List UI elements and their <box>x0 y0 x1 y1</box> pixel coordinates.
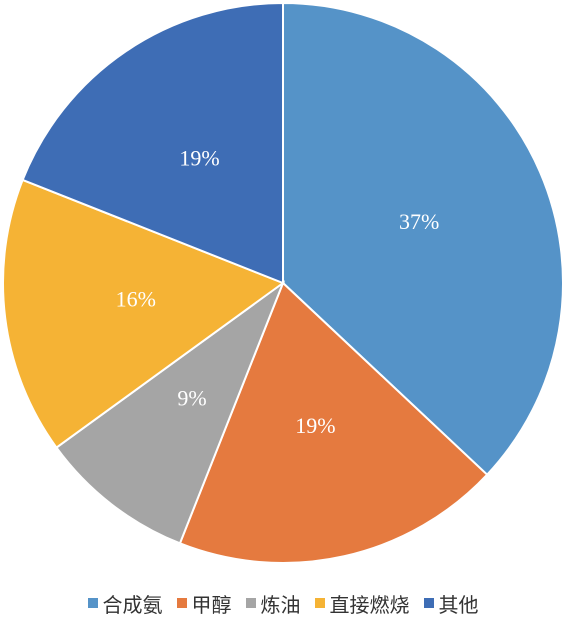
legend-swatch <box>245 598 256 608</box>
pie-slice <box>178 281 489 564</box>
legend: 合成氨 甲醇 炼油 直接燃烧 其他 <box>0 588 566 618</box>
legend-label: 合成氨 <box>102 592 163 617</box>
legend-item: 直接燃烧 <box>314 589 410 618</box>
legend-item: 甲醇 <box>176 589 232 618</box>
legend-item: 合成氨 <box>87 589 163 618</box>
legend-item: 其他 <box>423 589 479 618</box>
legend-swatch <box>87 598 98 608</box>
slice-label: 37% <box>399 209 439 234</box>
legend-swatch <box>176 598 187 608</box>
legend-label: 直接燃烧 <box>329 592 410 617</box>
slice-label: 16% <box>116 287 156 312</box>
chart: 37% 19% 9% 16% 19% <box>2 1 564 564</box>
slice-label: 19% <box>295 413 335 438</box>
slice-label: 19% <box>179 145 219 170</box>
pie-slice <box>282 1 564 477</box>
pie-slice <box>21 1 284 285</box>
slice-label: 9% <box>177 385 206 410</box>
legend-swatch <box>423 598 434 608</box>
legend-label: 其他 <box>438 592 479 617</box>
legend-item: 炼油 <box>245 589 301 618</box>
legend-swatch <box>314 598 325 608</box>
legend-label: 甲醇 <box>191 592 232 617</box>
pie-slice <box>55 280 286 545</box>
pie-slice <box>2 178 286 449</box>
legend-label: 炼油 <box>260 592 301 617</box>
